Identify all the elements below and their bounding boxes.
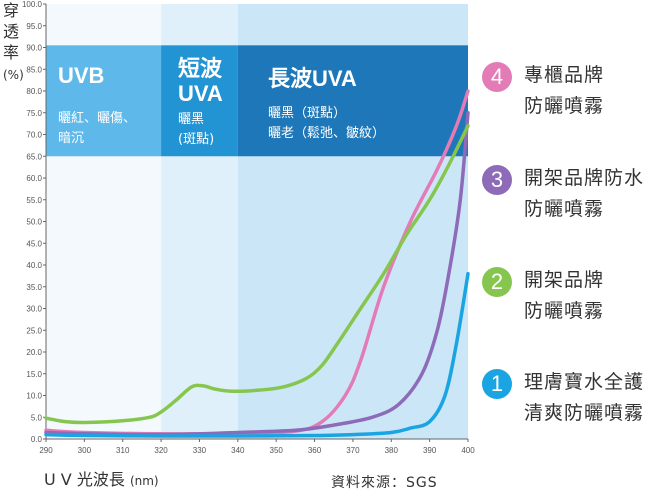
band-desc-line: 暗沉 <box>58 131 85 146</box>
y-tick-label: 30.0 <box>26 305 42 314</box>
band-label-box <box>161 45 238 157</box>
band-title-line: 長波UVA <box>268 66 357 91</box>
series-line-1 <box>44 271 470 438</box>
legend-label-line: 防曬噴霧 <box>524 95 605 117</box>
legend-number-badge: 2 <box>482 267 512 297</box>
y-tick-label: 80.0 <box>26 87 42 96</box>
band-short-uva-title: 短波 UVA <box>178 56 223 106</box>
legend-label-line: 防曬噴霧 <box>524 300 605 322</box>
x-tick-label: 290 <box>39 446 53 455</box>
y-axis-label: 穿 透 率 (%) <box>3 0 24 86</box>
y-axis-label-line: 透 <box>3 22 20 41</box>
y-tick-label: 25.0 <box>26 326 42 335</box>
y-axis-unit: (%) <box>3 68 24 82</box>
band-desc-line: 曬黑（斑點） <box>268 106 347 121</box>
x-tick-label: 400 <box>461 446 475 455</box>
x-axis-unit: (nm) <box>129 474 159 488</box>
y-axis-label-line: 穿 <box>3 1 20 20</box>
band-uvb-desc: 曬紅、曬傷、 暗沉 <box>58 109 136 149</box>
band-long-uva-title: 長波UVA <box>268 66 357 91</box>
band-desc-line: (斑點) <box>178 132 215 147</box>
legend-label-line: 開架品牌防水 <box>524 167 645 189</box>
band-title-line: 短波 <box>178 56 223 81</box>
y-tick-label: 60.0 <box>26 174 42 183</box>
y-tick-label: 70.0 <box>26 131 42 140</box>
band-label-box <box>237 45 468 157</box>
legend-item-1: 1 理膚寶水全護 清爽防曬噴霧 <box>482 367 644 429</box>
legend-label-line: 專櫃品牌 <box>524 64 605 86</box>
band-desc-line: 曬黑 <box>178 112 205 127</box>
band-layer <box>46 4 468 439</box>
x-tick-label: 380 <box>385 446 399 455</box>
y-tick-label: 40.0 <box>26 261 42 270</box>
data-source-note: 資料來源：SGS <box>331 475 438 491</box>
y-axis-label-line: 率 <box>3 43 20 62</box>
y-tick-label: 35.0 <box>26 283 42 292</box>
line-layer <box>44 89 470 438</box>
legend-number-badge: 3 <box>482 165 512 195</box>
legend-label-line: 防曬噴霧 <box>524 198 605 220</box>
x-tick-label: 320 <box>154 446 168 455</box>
band-desc-line: 曬老（鬆弛、皺紋） <box>268 126 386 141</box>
y-tick-label: 55.0 <box>26 196 42 205</box>
x-tick-label: 350 <box>270 446 284 455</box>
legend-label-line: 理膚寶水全護 <box>524 371 645 393</box>
legend-label-line: 清爽防曬噴霧 <box>524 402 645 424</box>
y-tick-label: 90.0 <box>26 44 42 53</box>
y-tick-label: 95.0 <box>26 22 42 31</box>
legend-item-4: 4 專櫃品牌 防曬噴霧 <box>482 60 604 122</box>
y-tick-label: 15.0 <box>26 370 42 379</box>
y-tick-label: 75.0 <box>26 109 42 118</box>
y-tick-label: 45.0 <box>26 239 42 248</box>
legend-item-3: 3 開架品牌防水 防曬噴霧 <box>482 163 644 225</box>
y-tick-label: 100.0 <box>22 0 43 9</box>
band-title-line: UVB <box>58 63 105 88</box>
band-long-uva-desc: 曬黑（斑點） 曬老（鬆弛、皺紋） <box>268 104 385 144</box>
tick-layer: 0.0 5.0 10.0 15.0 20.0 25.0 30.0 35.0 40.0 45.0 50… <box>22 0 475 455</box>
x-tick-label: 340 <box>231 446 245 455</box>
legend-number-badge: 4 <box>482 62 512 92</box>
y-tick-label: 50.0 <box>26 218 42 227</box>
x-tick-label: 300 <box>78 446 92 455</box>
band-title-line: UVA <box>178 81 223 106</box>
x-tick-label: 370 <box>346 446 360 455</box>
series-line-2 <box>44 124 470 425</box>
y-tick-label: 65.0 <box>26 152 42 161</box>
legend-item-2: 2 開架品牌 防曬噴霧 <box>482 265 604 327</box>
legend-number-badge: 1 <box>482 369 512 399</box>
x-tick-label: 360 <box>308 446 322 455</box>
legend-label-line: 開架品牌 <box>524 269 605 291</box>
x-tick-label: 330 <box>193 446 207 455</box>
band-short-uva-desc: 曬黑 (斑點) <box>178 110 214 150</box>
x-tick-label: 310 <box>116 446 130 455</box>
band-label-box <box>46 45 162 157</box>
y-tick-label: 0.0 <box>31 435 43 444</box>
y-tick-label: 10.0 <box>26 392 42 401</box>
x-axis-label-text: U V 光波長 <box>44 470 125 489</box>
y-tick-label: 5.0 <box>31 413 43 422</box>
band-desc-line: 曬紅、曬傷、 <box>58 111 137 126</box>
y-tick-label: 20.0 <box>26 348 42 357</box>
x-tick-label: 390 <box>423 446 437 455</box>
y-tick-label: 85.0 <box>26 65 42 74</box>
x-axis-label: U V 光波長 (nm) <box>44 466 159 490</box>
band-uvb-title: UVB <box>58 63 104 88</box>
